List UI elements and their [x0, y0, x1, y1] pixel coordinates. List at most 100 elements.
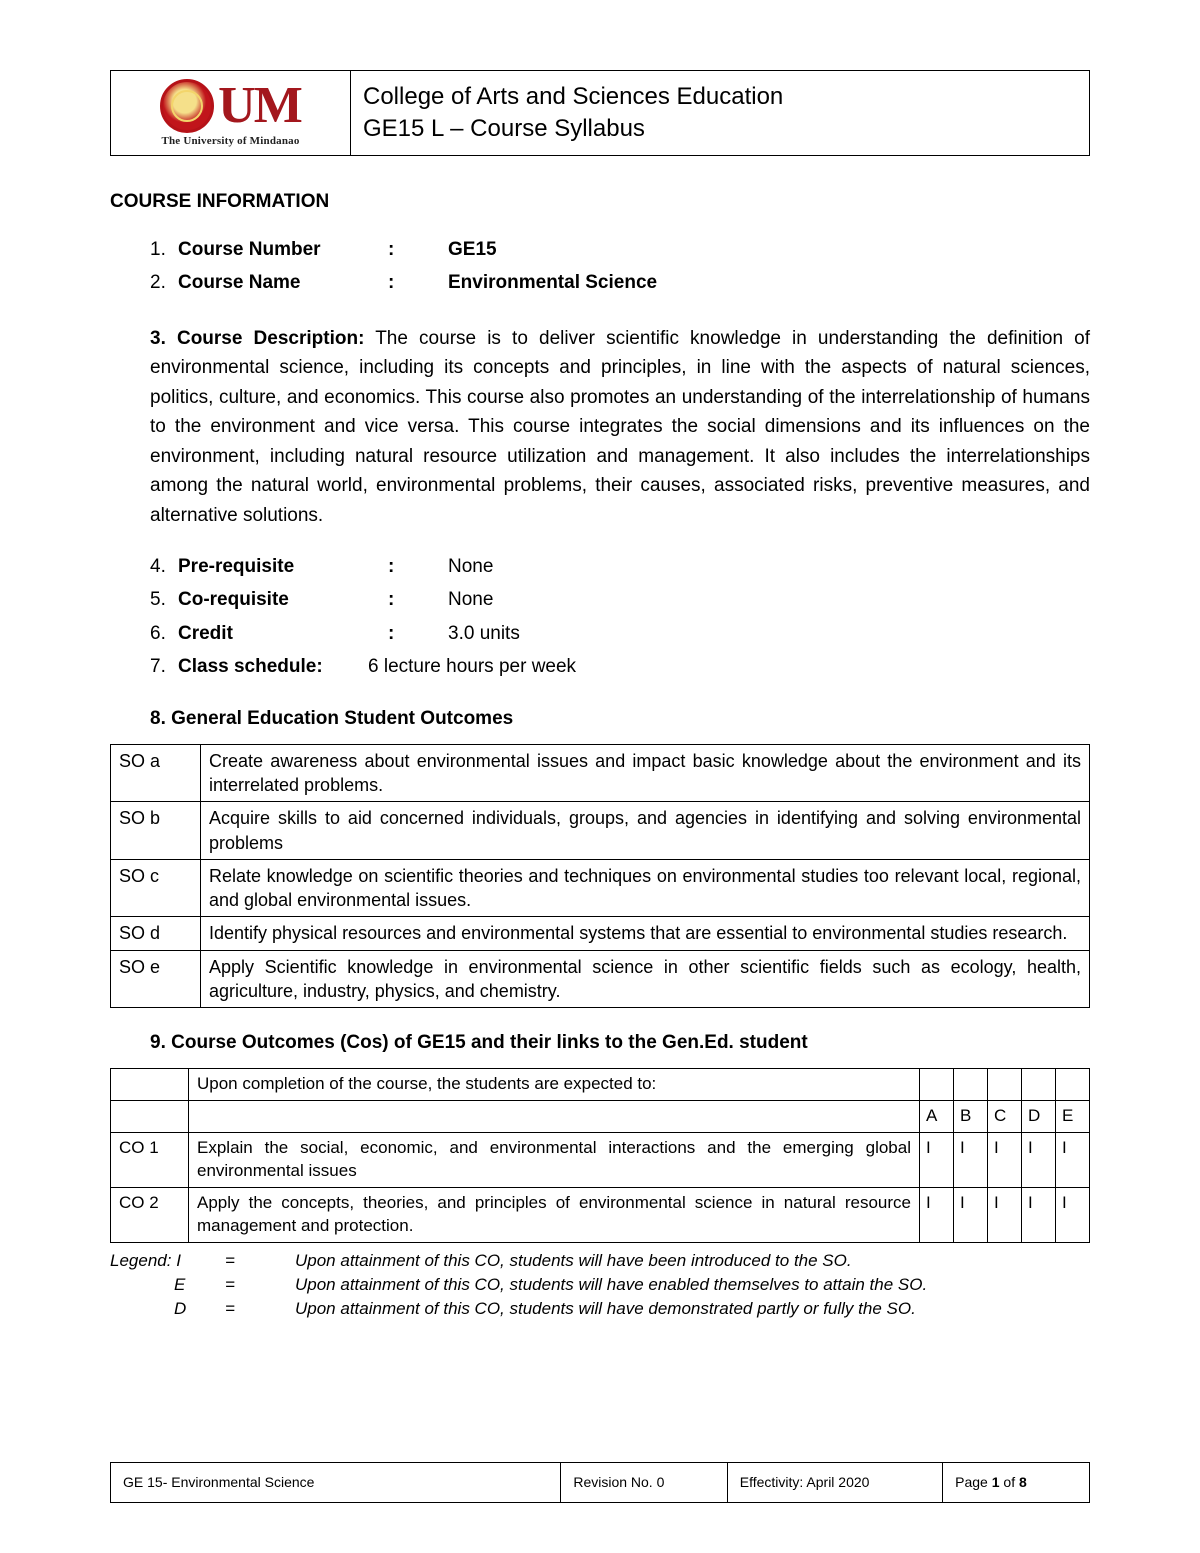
item-label: Co-requisite	[178, 585, 388, 614]
table-row: SO bAcquire skills to aid concerned indi…	[111, 802, 1090, 860]
col-header: A	[920, 1101, 954, 1133]
item-label: Credit	[178, 619, 388, 648]
item-value: None	[448, 552, 493, 581]
item-number: 7.	[150, 652, 178, 681]
co-desc: Explain the social, economic, and enviro…	[189, 1133, 920, 1188]
legend-key: D	[110, 1297, 225, 1321]
footer-page: Page 1 of 8	[943, 1463, 1090, 1503]
legend-text: Upon attainment of this CO, students wil…	[295, 1249, 852, 1273]
colon: :	[388, 235, 448, 264]
legend-title: Legend: I	[110, 1249, 225, 1273]
page-total: 8	[1019, 1474, 1027, 1490]
item-label: General Education Student Outcomes	[171, 708, 513, 729]
item-label: Pre-requisite	[178, 552, 388, 581]
table-row: CO 2 Apply the concepts, theories, and p…	[111, 1188, 1090, 1243]
student-outcomes-table: SO aCreate awareness about environmental…	[110, 744, 1090, 1009]
item-label: Class schedule:	[178, 652, 368, 681]
schedule-row: 7. Class schedule: 6 lecture hours per w…	[150, 652, 1090, 681]
page-current: 1	[992, 1474, 1000, 1490]
co-grade: I	[954, 1133, 988, 1188]
table-row: SO cRelate knowledge on scientific theor…	[111, 859, 1090, 917]
so-key: SO c	[111, 859, 201, 917]
header-line1: College of Arts and Sciences Education	[363, 81, 1077, 113]
so-key: SO a	[111, 744, 201, 802]
credit-row: 6. Credit : 3.0 units	[150, 619, 1090, 648]
table-row: SO aCreate awareness about environmental…	[111, 744, 1090, 802]
legend-eq: =	[225, 1249, 295, 1273]
item-number: 5.	[150, 585, 178, 614]
description-label: Course Description:	[177, 328, 364, 349]
co-intro: Upon completion of the course, the stude…	[189, 1069, 920, 1101]
footer-revision: Revision No. 0	[561, 1463, 727, 1503]
legend-eq: =	[225, 1273, 295, 1297]
co-grade: I	[988, 1188, 1022, 1243]
legend: Legend: I = Upon attainment of this CO, …	[110, 1249, 1090, 1320]
col-header: C	[988, 1101, 1022, 1133]
co-key: CO 1	[111, 1133, 189, 1188]
co-grade: I	[988, 1133, 1022, 1188]
colon: :	[388, 268, 448, 297]
co-desc	[189, 1101, 920, 1133]
item-label: Course Number	[178, 235, 388, 264]
item-value: None	[448, 585, 493, 614]
so-key: SO d	[111, 917, 201, 950]
item-number: 9.	[150, 1032, 166, 1053]
item-value: 3.0 units	[448, 619, 520, 648]
description-text: The course is to deliver scientific know…	[150, 328, 1090, 526]
colon: :	[388, 585, 448, 614]
so-value: Identify physical resources and environm…	[201, 917, 1090, 950]
course-description: 3. Course Description: The course is to …	[150, 324, 1090, 530]
footer-effectivity: Effectivity: April 2020	[727, 1463, 942, 1503]
colon: :	[388, 552, 448, 581]
co-grade: I	[920, 1188, 954, 1243]
course-outcomes-heading: 9. Course Outcomes (Cos) of GE15 and the…	[150, 1032, 1090, 1054]
co-grade: I	[954, 1188, 988, 1243]
item-number: 1.	[150, 235, 178, 264]
section-title: COURSE INFORMATION	[110, 191, 1090, 213]
legend-text: Upon attainment of this CO, students wil…	[295, 1273, 927, 1297]
logo-text: UM	[218, 80, 301, 132]
col-header	[1056, 1069, 1090, 1101]
col-header	[920, 1069, 954, 1101]
item-number: 4.	[150, 552, 178, 581]
col-header: E	[1056, 1101, 1090, 1133]
item-number: 6.	[150, 619, 178, 648]
table-row: CO 1 Explain the social, economic, and e…	[111, 1133, 1090, 1188]
header-line2: GE15 L – Course Syllabus	[363, 113, 1077, 145]
col-header	[1022, 1069, 1056, 1101]
so-key: SO b	[111, 802, 201, 860]
colon: :	[388, 619, 448, 648]
co-grade: I	[1022, 1188, 1056, 1243]
table-row: SO eApply Scientific knowledge in enviro…	[111, 950, 1090, 1008]
co-desc: Apply the concepts, theories, and princi…	[189, 1188, 920, 1243]
so-value: Relate knowledge on scientific theories …	[201, 859, 1090, 917]
col-header	[988, 1069, 1022, 1101]
university-seal-icon	[160, 79, 214, 133]
student-outcomes-heading: 8. General Education Student Outcomes	[150, 708, 1090, 730]
prerequisite-row: 4. Pre-requisite : None	[150, 552, 1090, 581]
item-number: 2.	[150, 268, 178, 297]
corequisite-row: 5. Co-requisite : None	[150, 585, 1090, 614]
legend-eq: =	[225, 1297, 295, 1321]
course-name-row: 2. Course Name : Environmental Science	[150, 268, 1090, 297]
co-grade: I	[920, 1133, 954, 1188]
header-title-cell: College of Arts and Sciences Education G…	[351, 71, 1090, 156]
co-grade: I	[1056, 1188, 1090, 1243]
item-value: 6 lecture hours per week	[368, 652, 576, 681]
item-number: 3.	[150, 328, 166, 349]
logo-subtext: The University of Mindanao	[161, 135, 299, 147]
item-number: 8.	[150, 708, 166, 729]
logo-cell: UM The University of Mindanao	[111, 71, 351, 156]
co-grade: I	[1022, 1133, 1056, 1188]
legend-key: E	[110, 1273, 225, 1297]
page-mid: of	[1000, 1474, 1019, 1490]
col-header	[954, 1069, 988, 1101]
table-row: SO dIdentify physical resources and envi…	[111, 917, 1090, 950]
col-header: D	[1022, 1101, 1056, 1133]
so-key: SO e	[111, 950, 201, 1008]
course-number-row: 1. Course Number : GE15	[150, 235, 1090, 264]
legend-text: Upon attainment of this CO, students wil…	[295, 1297, 916, 1321]
page-footer: GE 15- Environmental Science Revision No…	[110, 1462, 1090, 1503]
so-value: Create awareness about environmental iss…	[201, 744, 1090, 802]
course-outcomes-table: Upon completion of the course, the stude…	[110, 1068, 1090, 1243]
